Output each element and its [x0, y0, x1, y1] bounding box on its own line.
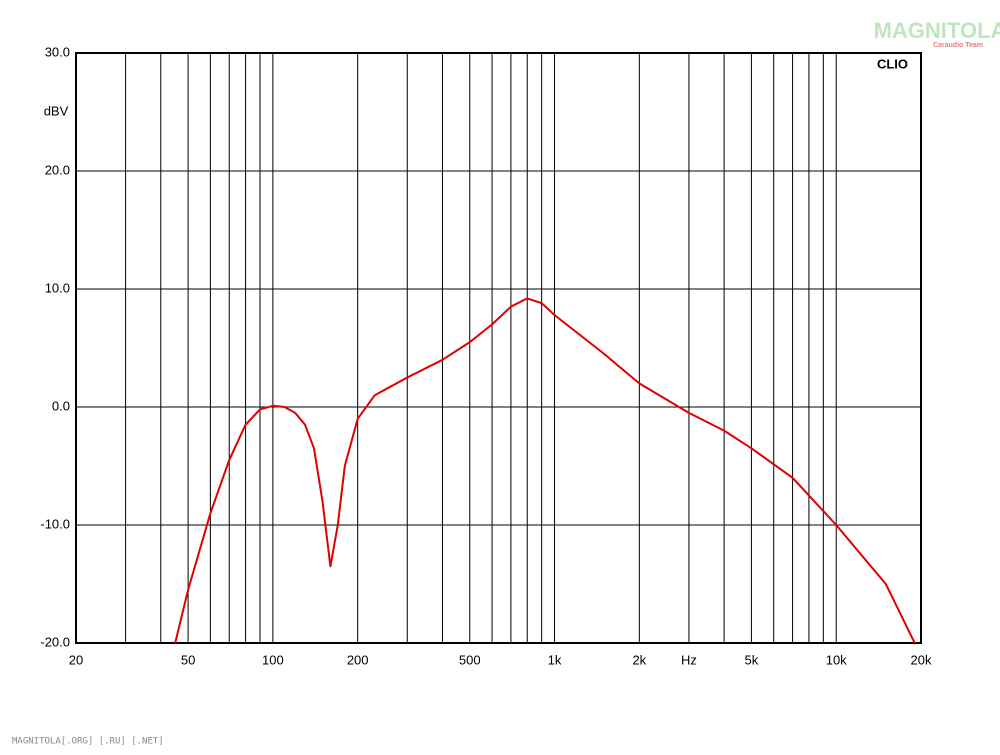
x-tick-label: Hz — [681, 652, 697, 667]
footer: MAGNITOLA[.ORG] [.RU] [.NET] — [12, 737, 164, 747]
y-tick-label: 30.0 — [45, 44, 70, 59]
y-tick-label: 0.0 — [52, 398, 70, 413]
y-tick-label: -20.0 — [40, 634, 70, 649]
y-tick-label: 20.0 — [45, 162, 70, 177]
y-tick-label: 10.0 — [45, 280, 70, 295]
x-tick-label: 100 — [262, 652, 284, 667]
x-tick-label: 500 — [459, 652, 481, 667]
x-tick-label: 20 — [69, 652, 83, 667]
x-tick-label: 2k — [632, 652, 646, 667]
line-series — [174, 297, 916, 644]
x-tick-label: 5k — [745, 652, 759, 667]
watermark: MAGNITOLA — [874, 18, 1000, 43]
y-axis-label: dBV — [44, 103, 69, 118]
x-tick-label: 10k — [826, 652, 847, 667]
x-tick-label: 50 — [181, 652, 195, 667]
x-tick-label: 20k — [911, 652, 932, 667]
y-tick-label: -10.0 — [40, 516, 70, 531]
plot-frame — [75, 52, 922, 644]
x-tick-label: 200 — [347, 652, 369, 667]
brand-label: CLIO — [877, 56, 908, 71]
x-tick-label: 1k — [548, 652, 562, 667]
watermark-sub: Caraudio Team — [933, 42, 983, 49]
